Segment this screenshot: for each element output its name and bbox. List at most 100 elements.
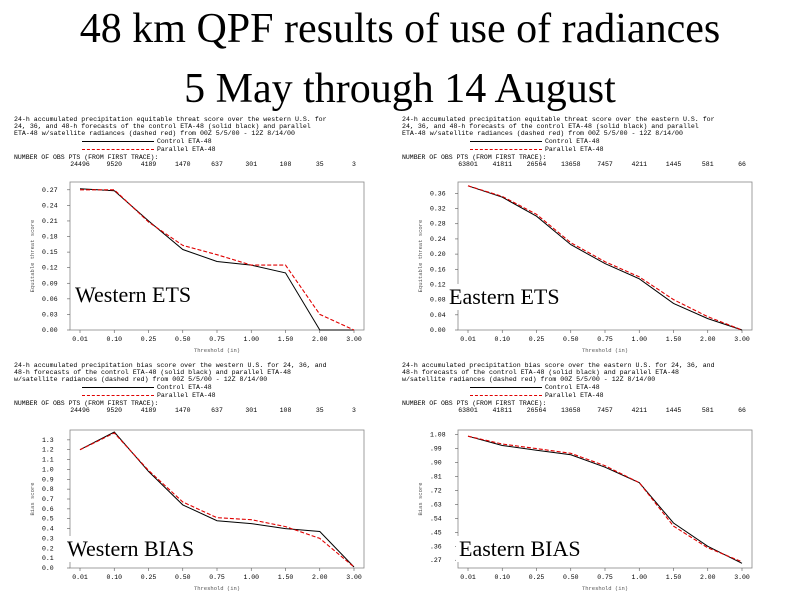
y-tick-label: 0.36 <box>430 190 446 197</box>
x-tick-label: 0.50 <box>563 336 579 343</box>
legend-item-parallel: Parallel ETA-48 <box>82 146 216 154</box>
y-tick-label: 0.32 <box>430 206 446 213</box>
x-tick-label: 0.25 <box>141 574 157 581</box>
chart-plot: 0.00 0.03 0.06 0.09 0.12 0.15 0.18 0.21 0.24 0.27… <box>29 181 365 354</box>
x-axis-label: Threshold (in) <box>582 585 628 592</box>
legend-item-control: Control ETA-48 <box>470 138 600 146</box>
legend-item-parallel: Parallel ETA-48 <box>470 146 604 154</box>
x-tick-label: 1.50 <box>666 574 682 581</box>
obs-points-row: 63801 41811 26564 13658 7457 4211 1445 581 66 <box>400 161 775 169</box>
y-tick-label: .99 <box>430 446 442 453</box>
y-tick-label: 0.03 <box>42 311 58 318</box>
legend-swatch-dashed <box>82 394 154 396</box>
legend-label: Parallel ETA-48 <box>157 392 216 399</box>
x-tick-label: 0.50 <box>175 574 191 581</box>
y-axis-label: Equitable threat score <box>29 220 36 293</box>
obs-count: 26564 <box>526 161 547 168</box>
y-axis-label: Bias score <box>417 482 424 515</box>
legend-label: Control ETA-48 <box>157 384 212 391</box>
panel-western-ets: 24-h accumulated precipitation equitable… <box>12 116 387 356</box>
obs-points-row: 24496 9520 4189 1470 637 301 108 35 3 <box>12 407 387 415</box>
x-tick-label: 2.00 <box>700 336 716 343</box>
y-tick-label: 0.9 <box>42 476 54 483</box>
y-axis-label: Equitable threat score <box>417 220 424 293</box>
obs-count: 581 <box>701 407 714 414</box>
legend-swatch-dashed <box>470 394 542 396</box>
y-tick-label: 0.08 <box>430 297 446 304</box>
legend-label: Control ETA-48 <box>545 138 600 145</box>
y-tick-label: 0.16 <box>430 266 446 273</box>
panel-western-bias: 24-h accumulated precipitation bias scor… <box>12 362 387 596</box>
y-tick-label: 0.4 <box>42 526 54 533</box>
series-line-control <box>467 185 743 331</box>
y-tick-label: 0.6 <box>42 506 54 513</box>
obs-count: 301 <box>245 161 258 168</box>
y-tick-label: .27 <box>430 557 442 564</box>
x-tick-label: 0.25 <box>141 336 157 343</box>
x-tick-label: 0.01 <box>72 336 88 343</box>
x-axis-label: Threshold (in) <box>194 347 240 354</box>
obs-count: 35 <box>315 161 324 168</box>
legend-swatch-solid <box>82 386 154 388</box>
x-tick-label: 2.00 <box>312 574 328 581</box>
panel-header: 24-h accumulated precipitation bias scor… <box>402 362 715 383</box>
x-tick-label: 1.00 <box>631 336 647 343</box>
legend-label: Parallel ETA-48 <box>545 392 604 399</box>
y-tick-label: 0.7 <box>42 496 54 503</box>
obs-count: 3 <box>352 161 356 168</box>
legend-item-parallel: Parallel ETA-48 <box>82 392 216 400</box>
x-tick-label: 2.00 <box>312 336 328 343</box>
obs-points-title: NUMBER OF OBS PTS (FROM FIRST TRACE): <box>402 400 547 407</box>
x-tick-label: 0.01 <box>460 336 476 343</box>
x-tick-label: 1.00 <box>631 574 647 581</box>
y-tick-label: 0.2 <box>42 545 54 552</box>
obs-count: 1445 <box>665 161 682 168</box>
obs-count: 108 <box>279 407 292 414</box>
x-tick-label: 3.00 <box>346 336 362 343</box>
x-tick-label: 2.00 <box>700 574 716 581</box>
y-tick-label: 0.18 <box>42 234 58 241</box>
y-tick-label: 1.3 <box>42 437 54 444</box>
x-axis-label: Threshold (in) <box>194 585 240 592</box>
panel-eastern-ets: 24-h accumulated precipitation equitable… <box>400 116 775 356</box>
obs-count: 4211 <box>631 161 648 168</box>
obs-count: 13658 <box>560 161 581 168</box>
x-axis-label: Threshold (in) <box>582 347 628 354</box>
y-tick-label: 0.8 <box>42 486 54 493</box>
y-tick-label: 0.24 <box>430 236 446 243</box>
legend-swatch-solid <box>470 140 542 142</box>
legend-item-control: Control ETA-48 <box>82 138 212 146</box>
obs-count: 24496 <box>70 161 90 168</box>
obs-count: 637 <box>211 407 223 414</box>
obs-count: 1470 <box>174 161 191 168</box>
legend: Control ETA-48 Parallel ETA-48 <box>12 384 387 400</box>
series-line-parallel <box>467 185 743 331</box>
region-label: Eastern BIAS <box>456 536 584 562</box>
y-tick-label: 0.00 <box>430 327 446 334</box>
title-line-2: 5 May through 14 August <box>184 66 616 112</box>
obs-count: 1445 <box>665 407 682 414</box>
y-tick-label: 1.08 <box>430 432 446 439</box>
legend-item-control: Control ETA-48 <box>470 384 600 392</box>
x-tick-label: 0.75 <box>209 574 225 581</box>
y-tick-label: 1.0 <box>42 466 54 473</box>
obs-count: 4211 <box>631 407 648 414</box>
obs-count: 4189 <box>140 161 157 168</box>
y-tick-label: 0.0 <box>42 565 54 572</box>
obs-count: 9520 <box>106 161 123 168</box>
x-tick-label: 0.10 <box>494 574 510 581</box>
y-tick-label: 0.1 <box>42 555 54 562</box>
legend-item-parallel: Parallel ETA-48 <box>470 392 604 400</box>
chart-plot: 0.0 0.1 0.2 0.3 0.4 0.5 0.6 0.7 0.8 0.9 1.0 1.1 1.2 1… <box>29 429 365 592</box>
obs-count: 35 <box>315 407 324 414</box>
legend: Control ETA-48 Parallel ETA-48 <box>12 138 387 154</box>
legend-label: Control ETA-48 <box>157 138 212 145</box>
title-line-1: 48 km QPF results of use of radiances <box>79 6 721 52</box>
chart-plot: .27 .36 .45 .54 .63 .72 .81 .90 .99 1.08 0.01 0.10 0… <box>417 429 753 592</box>
y-tick-label: 0.5 <box>42 516 54 523</box>
panel-header: 24-h accumulated precipitation equitable… <box>402 116 715 137</box>
y-tick-label: 0.12 <box>430 281 446 288</box>
series-line-parallel <box>79 432 355 568</box>
x-tick-label: 1.00 <box>243 574 259 581</box>
y-tick-label: 1.2 <box>42 447 54 454</box>
